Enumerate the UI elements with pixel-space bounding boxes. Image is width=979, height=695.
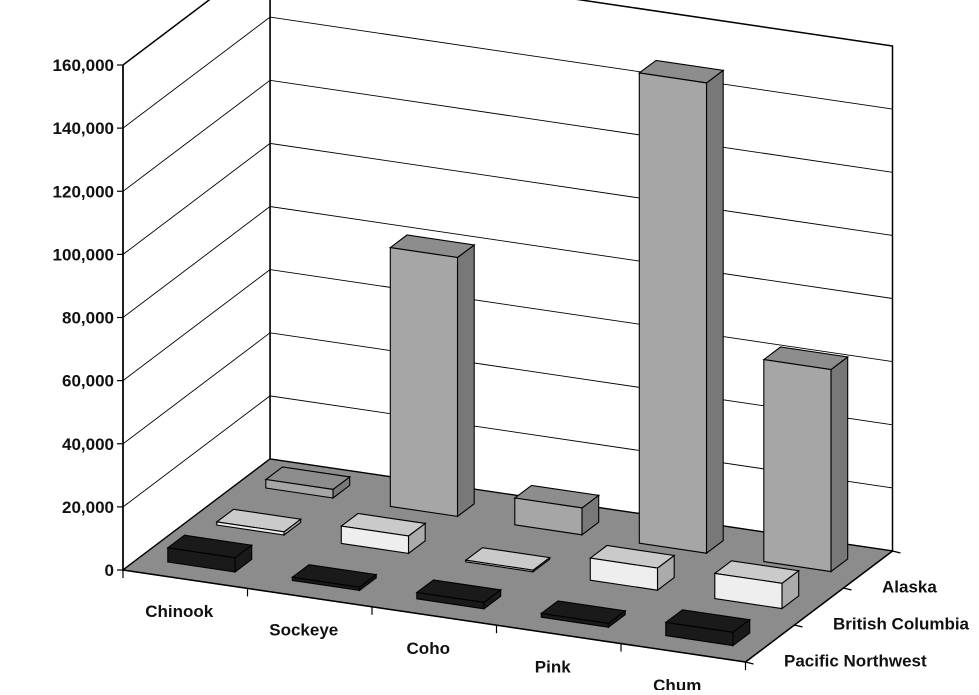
category-label: Chinook — [145, 602, 214, 621]
series-label: Pacific Northwest — [784, 652, 927, 671]
bar — [388, 234, 476, 518]
bar-front-face — [389, 246, 459, 518]
bar-side-face — [830, 355, 849, 573]
depth-tick-mark — [794, 624, 803, 628]
depth-tick-mark — [745, 661, 754, 665]
bar — [415, 579, 503, 610]
category-label: Sockeye — [269, 621, 338, 640]
depth-tick-mark — [843, 587, 852, 591]
y-tick-label: 100,000 — [53, 245, 114, 264]
category-label: Pink — [535, 657, 571, 676]
series-label: British Columbia — [833, 615, 970, 634]
bars — [166, 59, 850, 647]
bar-front-face — [714, 572, 783, 610]
axes — [117, 64, 901, 670]
bar-front-face — [167, 547, 236, 573]
category-label: Coho — [407, 639, 450, 658]
y-tick-label: 140,000 — [53, 119, 114, 138]
gridline — [122, 0, 893, 66]
y-tick-label: 160,000 — [53, 56, 114, 75]
bar-front-face — [216, 521, 285, 536]
series-label: Alaska — [882, 578, 937, 597]
bar-front-face — [416, 591, 485, 610]
bar-side-face — [456, 243, 475, 518]
depth-axis-line — [745, 550, 893, 663]
bar — [588, 544, 676, 592]
bar — [339, 512, 427, 555]
bar-front-face — [665, 621, 734, 647]
bar-front-face — [265, 478, 334, 499]
depth-tick-mark — [892, 550, 901, 554]
bar — [215, 508, 303, 537]
bar — [713, 560, 801, 610]
bar — [513, 484, 601, 536]
bar — [762, 346, 850, 573]
bar — [664, 609, 752, 647]
bar-front-face — [589, 557, 659, 591]
y-tick-label: 120,000 — [53, 182, 114, 201]
bar — [464, 547, 552, 573]
y-tick-label: 0 — [105, 561, 114, 580]
y-tick-label: 40,000 — [62, 435, 114, 454]
bar — [264, 466, 352, 500]
category-label: Chum — [653, 676, 701, 690]
x-axis-line — [122, 569, 746, 663]
bar-front-face — [291, 576, 361, 592]
bar-front-face — [465, 559, 534, 573]
labels: 0 20,000 40,000 60,000 80,000 100,000 120,000 1… — [53, 56, 970, 695]
y-tick-label: 60,000 — [62, 372, 114, 391]
bar-front-face — [638, 72, 708, 554]
y-tick-label: 80,000 — [62, 309, 114, 328]
bar — [290, 564, 378, 592]
y-tick-label: 20,000 — [62, 498, 114, 517]
bar-front-face — [763, 358, 832, 573]
bar — [539, 600, 627, 629]
bar-front-face — [540, 612, 610, 628]
bar-front-face — [514, 497, 583, 536]
bar-front-face — [340, 525, 410, 555]
bar-side-face — [705, 69, 724, 555]
bar — [166, 534, 254, 574]
bar — [637, 59, 725, 555]
